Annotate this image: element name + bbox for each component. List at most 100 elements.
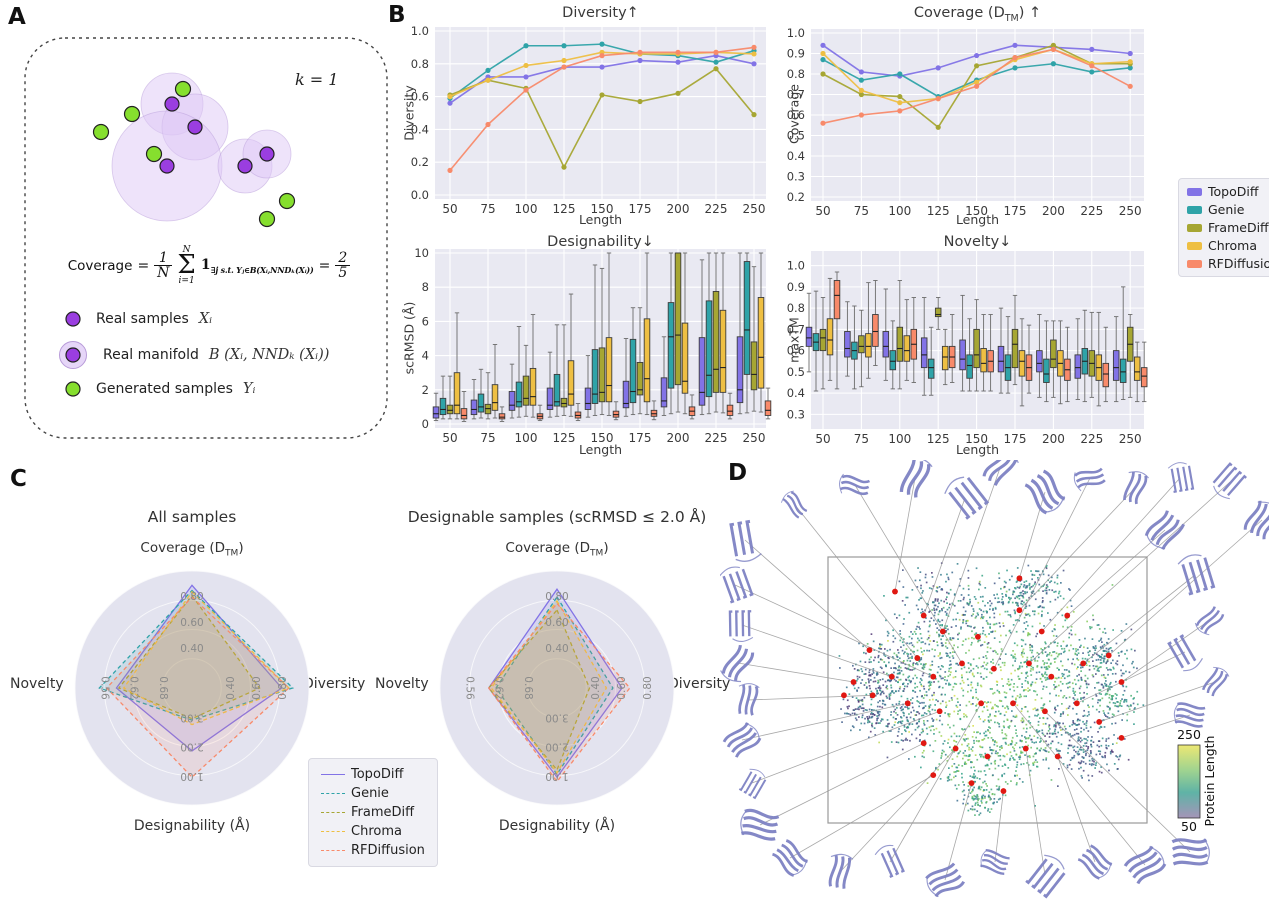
svg-text:0.40: 0.40 bbox=[180, 643, 203, 655]
svg-text:0.4: 0.4 bbox=[787, 386, 805, 400]
legend-item-topodiff: TopoDiff bbox=[1187, 184, 1269, 199]
panel-d-embedding: 250 50 Protein Length bbox=[720, 460, 1269, 903]
svg-text:2.00: 2.00 bbox=[545, 741, 568, 753]
svg-text:150: 150 bbox=[965, 204, 988, 218]
svg-text:0.3: 0.3 bbox=[787, 407, 805, 421]
radar-designable-samples: 0.40 0.60 0.80 0.40 0.60 0.80 3.00 2.00 1.00 0.68… bbox=[427, 558, 687, 818]
radar-series-topodiff bbox=[487, 588, 623, 779]
protein-cartoon bbox=[982, 460, 1019, 486]
legend-swatch bbox=[1187, 223, 1202, 232]
radar-legend: TopoDiff Genie FrameDiff Chroma RFDiffusion bbox=[308, 758, 438, 867]
grid-lines bbox=[811, 251, 1144, 429]
radar-series-topodiff bbox=[115, 584, 283, 752]
legend-item-framediff: FrameDiff bbox=[1187, 220, 1269, 235]
radar-all-coverage-axis: Coverage (DTM) bbox=[140, 540, 244, 559]
radar-series-framediff bbox=[117, 594, 261, 720]
radar-designable-title: Designable samples (scRMSD ≤ 2.0 Å) bbox=[407, 508, 707, 526]
svg-text:0.9: 0.9 bbox=[787, 280, 805, 294]
frac-num: 2 bbox=[338, 249, 348, 266]
novelty-plot: 0.3 0.4 0.5 0.6 0.7 0.8 0.9 1.0 50 75 100 125 150 175… bbox=[780, 230, 1160, 462]
legend-swatch bbox=[1187, 187, 1202, 196]
protein-cartoon bbox=[1024, 469, 1066, 515]
protein-cartoon bbox=[720, 566, 754, 604]
legend-label: FrameDiff bbox=[1208, 220, 1269, 235]
legend-item-chroma: Chroma bbox=[321, 824, 425, 839]
coverage-xlabel: Length bbox=[955, 212, 1000, 227]
protein-cartoon bbox=[1025, 854, 1066, 899]
real-sample-dots bbox=[159, 96, 275, 174]
svg-text:175: 175 bbox=[629, 431, 652, 445]
svg-text:0: 0 bbox=[422, 417, 429, 431]
radar-background bbox=[440, 571, 674, 805]
protein-cartoon bbox=[720, 644, 755, 683]
formula-frac-1n: 1 N bbox=[154, 250, 173, 281]
sum-top: N bbox=[182, 245, 191, 255]
svg-text:0.4: 0.4 bbox=[787, 149, 805, 163]
protein-structures bbox=[720, 460, 1269, 899]
tick-labels: 0.3 0.4 0.5 0.6 0.7 0.8 0.9 1.0 50 75 100 125 150 175… bbox=[787, 259, 1142, 446]
protein-cartoon bbox=[729, 519, 762, 562]
formula-frac-25: 2 5 bbox=[335, 249, 351, 281]
radar-all-title: All samples bbox=[147, 508, 237, 526]
series-rfdiffusion bbox=[447, 44, 757, 173]
svg-text:0.68: 0.68 bbox=[522, 676, 534, 699]
radar-designable-designability-axis: Designability (Å) bbox=[498, 818, 616, 834]
series-rfdiffusion bbox=[460, 387, 772, 422]
svg-text:0.40: 0.40 bbox=[545, 643, 568, 655]
svg-text:0.56: 0.56 bbox=[463, 676, 475, 700]
colorbar-title: Protein Length bbox=[1202, 736, 1217, 827]
legend-item-genie: Genie bbox=[1187, 202, 1269, 217]
svg-text:8: 8 bbox=[422, 280, 429, 294]
svg-text:225: 225 bbox=[1080, 432, 1103, 446]
legend-label: Real samples bbox=[96, 311, 189, 327]
svg-text:0.7: 0.7 bbox=[787, 322, 805, 336]
svg-text:200: 200 bbox=[667, 202, 690, 216]
tick-labels: 0 2 4 6 8 10 50 75 100 125 150 175 200 225 250 bbox=[414, 246, 765, 445]
protein-cartoon bbox=[738, 683, 760, 716]
callout-lines bbox=[734, 467, 1263, 881]
legend-line-swatch bbox=[321, 793, 345, 794]
series-rfdiffusion bbox=[833, 271, 1148, 403]
coverage-schematic bbox=[24, 37, 388, 439]
protein-cartoon bbox=[1144, 510, 1186, 551]
legend-item-chroma: Chroma bbox=[1187, 238, 1269, 253]
svg-text:0.2: 0.2 bbox=[411, 155, 429, 169]
svg-text:100: 100 bbox=[888, 432, 911, 446]
panel-a: k = 1 Coverage = 1 N N Σ i=1 1∃j s.t. Yⱼ… bbox=[0, 0, 400, 460]
diversity-ylabel: Diversity bbox=[401, 85, 417, 141]
dashed-border bbox=[24, 37, 388, 439]
svg-text:250: 250 bbox=[1119, 204, 1142, 218]
radar-series-chroma bbox=[122, 590, 291, 726]
svg-text:2.00: 2.00 bbox=[180, 741, 203, 753]
legend-item-real-samples: Real samples Xᵢ bbox=[60, 306, 212, 332]
radar-series-genie bbox=[98, 589, 294, 721]
svg-text:75: 75 bbox=[854, 204, 869, 218]
svg-text:100: 100 bbox=[888, 204, 911, 218]
protein-cartoon bbox=[1073, 467, 1106, 492]
sum-bottom: i=1 bbox=[178, 276, 195, 287]
legend-math: B (Xᵢ, NNDₖ (Xᵢ)) bbox=[208, 347, 330, 363]
svg-text:0.4: 0.4 bbox=[411, 122, 429, 136]
svg-text:0.6: 0.6 bbox=[411, 90, 429, 104]
svg-text:1.00: 1.00 bbox=[180, 770, 203, 782]
generated-sample-marker bbox=[65, 381, 81, 397]
svg-text:200: 200 bbox=[1042, 204, 1065, 218]
svg-text:0.8: 0.8 bbox=[787, 67, 805, 81]
coverage-formula: Coverage = 1 N N Σ i=1 1∃j s.t. Yⱼ∈B(Xᵢ,… bbox=[28, 245, 390, 287]
novelty-xlabel: Length bbox=[955, 442, 1000, 457]
svg-text:3.00: 3.00 bbox=[180, 711, 203, 723]
legend-line-swatch bbox=[321, 774, 345, 775]
svg-text:1.00: 1.00 bbox=[545, 770, 568, 782]
svg-text:125: 125 bbox=[927, 204, 950, 218]
series-framediff bbox=[819, 280, 1134, 398]
svg-text:0.2: 0.2 bbox=[787, 190, 805, 204]
panel-b-label: B bbox=[388, 2, 406, 28]
protein-cartoon bbox=[899, 460, 933, 498]
svg-text:10: 10 bbox=[414, 246, 429, 260]
svg-text:0.60: 0.60 bbox=[616, 676, 628, 699]
svg-text:50: 50 bbox=[442, 202, 457, 216]
legend-label: FrameDiff bbox=[351, 805, 415, 820]
svg-text:0.62: 0.62 bbox=[128, 676, 140, 699]
tick-labels: 0.0 0.2 0.4 0.6 0.8 1.0 50 75 100 125 150 175 200 225… bbox=[411, 24, 766, 216]
